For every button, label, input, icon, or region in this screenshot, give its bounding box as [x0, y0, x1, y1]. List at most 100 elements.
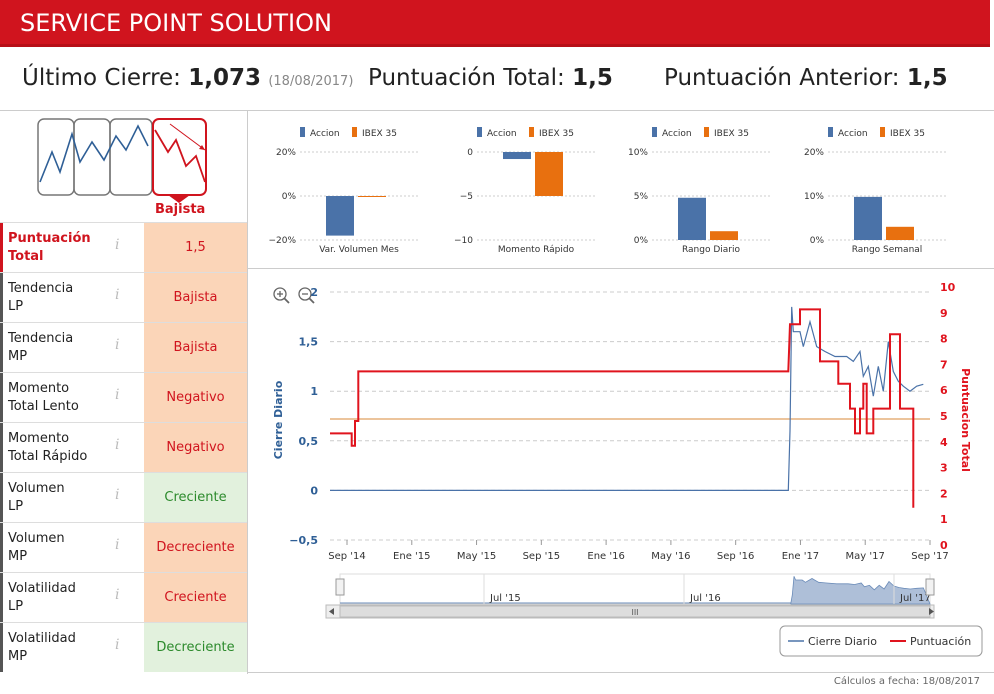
indicator-label-line2: MP: [8, 349, 28, 364]
scroll-left-icon[interactable]: [329, 608, 334, 615]
divider: [0, 110, 994, 111]
legend-accion[interactable]: Accion: [662, 129, 692, 139]
right-tick-label: 9: [940, 307, 948, 320]
right-tick-label: 6: [940, 384, 948, 397]
tick-label: 20%: [276, 148, 296, 158]
indicator-label: Tendencia LP: [0, 273, 140, 322]
mini-chart-var-volumen-mes: Accion IBEX 35 20% 0% −20% Var. Volumen Mes: [268, 127, 418, 255]
zoom-out-icon[interactable]: [298, 287, 312, 301]
trend-pattern-icons: [37, 118, 207, 203]
info-icon[interactable]: i: [115, 387, 120, 403]
mini-chart-rango-diario: Accion IBEX 35 10% 5% 0% Rango Diario: [628, 127, 770, 255]
indicator-label-line1: Volumen: [8, 531, 65, 546]
series-line-puntuacion: [330, 308, 915, 508]
right-tick-label: 10: [940, 281, 956, 294]
legend-swatch-ibex: [529, 127, 534, 137]
last-close-date: (18/08/2017): [268, 74, 354, 89]
bar-accion: [326, 196, 354, 236]
info-icon[interactable]: i: [115, 537, 120, 553]
indicator-row: Volatilidad LP i Creciente: [0, 572, 247, 622]
indicator-value: Decreciente: [144, 523, 247, 572]
total-score-value: 1,5: [572, 65, 613, 91]
legend-accion[interactable]: Accion: [838, 129, 868, 139]
legend-item-cierre-diario[interactable]: Cierre Diario: [808, 635, 877, 648]
indicator-label-line1: Puntuación: [8, 231, 91, 246]
legend-accion[interactable]: Accion: [310, 129, 340, 139]
tick-label: 0: [467, 148, 473, 158]
legend-ibex[interactable]: IBEX 35: [362, 129, 397, 139]
y-axis-title-left: Cierre Diario: [272, 380, 285, 459]
indicator-label-line2: LP: [8, 299, 24, 314]
navigator-tick-label: Jul '17: [899, 593, 931, 604]
tick-label: 0%: [282, 192, 297, 202]
previous-score: Puntuación Anterior: 1,5: [664, 65, 948, 91]
legend-swatch-accion: [652, 127, 657, 137]
indicator-row: Tendencia MP i Bajista: [0, 322, 247, 372]
navigator-handle-right[interactable]: [925, 578, 935, 596]
scrollbar-grip-icon: III: [631, 608, 638, 617]
indicator-label-line1: Momento: [8, 431, 70, 446]
last-close-label: Último Cierre:: [22, 65, 181, 91]
navigator-series: [790, 576, 931, 605]
mini-chart-label: Momento Rápido: [498, 245, 575, 255]
indicator-label: Momento Total Rápido: [0, 423, 140, 472]
right-tick-label: 2: [940, 487, 948, 500]
indicator-label-line2: MP: [8, 649, 28, 664]
indicator-value: Negativo: [144, 423, 247, 472]
indicator-value: Bajista: [144, 323, 247, 372]
bar-accion: [503, 152, 531, 160]
navigator-tick-label: Jul '15: [489, 593, 521, 604]
indicator-row: Volumen LP i Creciente: [0, 472, 247, 522]
y-axis-title-right: Puntuacion Total: [959, 368, 972, 472]
tick-label: −20%: [268, 236, 296, 246]
bar-ibex: [358, 196, 386, 197]
series-line-cierre-diario: [330, 306, 924, 491]
info-icon[interactable]: i: [115, 337, 120, 353]
right-tick-label: 8: [940, 333, 948, 346]
tick-label: 20%: [804, 148, 824, 158]
info-icon[interactable]: i: [115, 237, 120, 253]
legend-ibex[interactable]: IBEX 35: [539, 129, 574, 139]
legend-item-puntuacion[interactable]: Puntuación: [910, 635, 971, 648]
indicator-label-line1: Tendencia: [8, 281, 74, 296]
divider: [248, 268, 994, 269]
indicator-label-line2: MP: [8, 549, 28, 564]
bar-accion: [854, 196, 882, 240]
indicator-row: Puntuación Total i 1,5: [0, 222, 247, 272]
legend-ibex[interactable]: IBEX 35: [890, 129, 925, 139]
tick-label: 5%: [634, 192, 649, 202]
bar-ibex: [886, 226, 914, 240]
indicator-row: Volatilidad MP i Decreciente: [0, 622, 247, 672]
divider: [248, 672, 994, 673]
right-tick-label: 4: [940, 436, 948, 449]
x-tick-label: Sep '17: [911, 551, 949, 562]
page-title: SERVICE POINT SOLUTION: [0, 0, 990, 47]
bar-accion: [678, 197, 706, 240]
mini-chart-label: Rango Diario: [682, 245, 741, 255]
legend-ibex[interactable]: IBEX 35: [714, 129, 749, 139]
bar-ibex: [535, 152, 563, 196]
info-icon[interactable]: i: [115, 587, 120, 603]
indicator-label-line2: Total: [8, 249, 44, 264]
indicator-label-line1: Momento: [8, 381, 70, 396]
bajista-line: [154, 129, 206, 183]
indicator-label: Tendencia MP: [0, 323, 140, 372]
arrowhead-icon: [199, 145, 205, 150]
navigator-handle-left[interactable]: [335, 578, 345, 596]
indicator-label: Puntuación Total: [0, 223, 140, 272]
tick-label: 10%: [804, 192, 824, 202]
indicator-value: Creciente: [144, 473, 247, 522]
left-tick-label: 1: [310, 385, 318, 398]
info-icon[interactable]: i: [115, 487, 120, 503]
divider: [247, 110, 248, 674]
indicator-label-line1: Volatilidad: [8, 631, 76, 646]
legend-accion[interactable]: Accion: [487, 129, 517, 139]
indicator-label-line1: Volatilidad: [8, 581, 76, 596]
info-icon[interactable]: i: [115, 637, 120, 653]
x-tick-label: Sep '16: [717, 551, 755, 562]
zoom-in-icon[interactable]: [273, 287, 287, 301]
info-icon[interactable]: i: [115, 437, 120, 453]
scroll-right-icon[interactable]: [929, 608, 934, 615]
info-icon[interactable]: i: [115, 287, 120, 303]
